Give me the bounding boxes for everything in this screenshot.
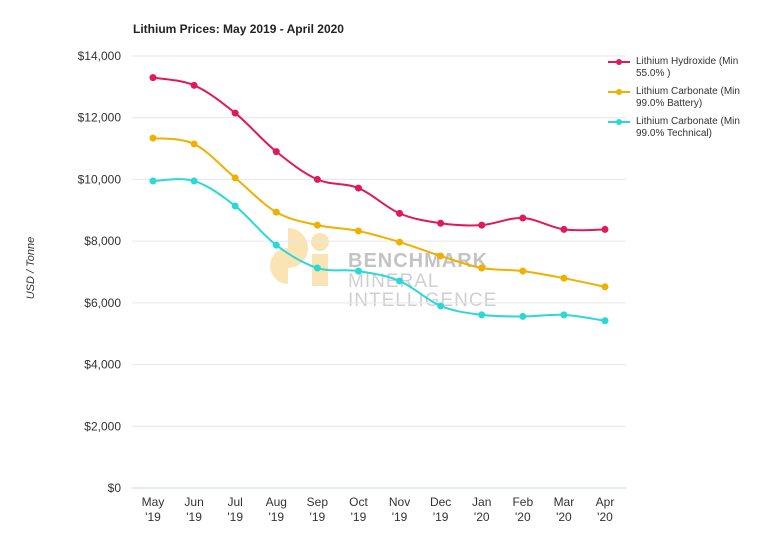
y-tick-label: $8,000 [84,234,121,248]
x-tick-label: Jun '19 [184,495,203,524]
legend-item[interactable]: Lithium Hydroxide (Min 55.0% ) [608,56,761,80]
data-point-1 [354,227,362,235]
data-point-1 [149,134,157,142]
legend-marker-icon [616,59,622,65]
data-point-2 [560,311,568,319]
data-point-0 [519,214,527,222]
data-point-0 [190,81,198,89]
y-tick-label: $12,000 [78,111,122,125]
data-point-2 [231,202,239,210]
data-point-0 [437,219,445,227]
data-point-0 [272,148,280,156]
data-point-1 [519,267,527,275]
data-point-2 [272,241,280,249]
x-tick-label: Mar '20 [554,495,575,524]
data-point-1 [601,283,609,291]
x-tick-label: Aug '19 [266,495,287,524]
chart-title: Lithium Prices: May 2019 - April 2020 [133,22,344,36]
data-point-2 [519,312,527,320]
data-point-1 [396,238,404,246]
data-point-2 [354,267,362,275]
data-point-2 [149,177,157,185]
data-point-1 [560,274,568,282]
y-tick-label: $6,000 [84,296,121,310]
legend-label: Lithium Hydroxide (Min 55.0% ) [636,56,739,79]
x-tick-label: Apr '20 [596,495,615,524]
legend-item[interactable]: Lithium Carbonate (Min 99.0% Technical) [608,116,761,140]
data-point-2 [396,277,404,285]
data-point-1 [478,264,486,272]
x-tick-label: Jul '19 [227,495,243,524]
data-point-2 [437,302,445,310]
data-point-0 [231,109,239,117]
data-point-0 [313,175,321,183]
benchmark-watermark: BENCHMARK MINERAL INTELLIGENCE [268,228,496,311]
series-line-0 [152,76,606,232]
series-line-1 [152,137,606,288]
data-point-1 [190,140,198,148]
data-point-0 [560,225,568,233]
legend-marker-icon [616,119,622,125]
data-point-1 [437,252,445,260]
data-point-1 [313,221,321,229]
legend-marker-icon [616,89,622,95]
y-tick-label: $10,000 [78,172,122,186]
x-tick-label: Oct '19 [349,495,368,524]
x-tick-label: Dec '19 [430,495,451,524]
y-tick-label: $14,000 [78,49,122,63]
x-tick-label: May '19 [142,495,165,524]
data-point-0 [601,225,609,233]
data-point-2 [601,317,609,325]
watermark-line1: BENCHMARK [348,250,489,272]
data-point-1 [272,208,280,216]
x-tick-label: Jan '20 [472,495,491,524]
legend-label: Lithium Carbonate (Min 99.0% Battery) [636,86,740,109]
data-point-0 [478,221,486,229]
watermark-line2: MINERAL [348,271,440,292]
legend-item[interactable]: Lithium Carbonate (Min 99.0% Battery) [608,86,761,110]
x-tick-label: Sep '19 [307,495,329,524]
data-point-1 [231,174,239,182]
y-tick-label: $2,000 [84,419,121,433]
data-point-0 [396,209,404,217]
data-point-2 [190,177,198,185]
y-tick-label: $4,000 [84,358,121,372]
data-point-0 [149,74,157,82]
watermark-line3: INTELLIGENCE [348,290,498,311]
legend: Lithium Hydroxide (Min 55.0% ) Lithium Ca… [608,56,761,146]
legend-label: Lithium Carbonate (Min 99.0% Technical) [636,116,740,139]
data-point-0 [354,184,362,192]
y-tick-label: $0 [108,481,122,495]
x-tick-label: Nov '19 [389,495,410,524]
data-point-2 [313,264,321,272]
data-point-2 [478,311,486,319]
x-tick-label: Feb '20 [512,495,533,524]
watermark-logo-icon [270,228,329,286]
